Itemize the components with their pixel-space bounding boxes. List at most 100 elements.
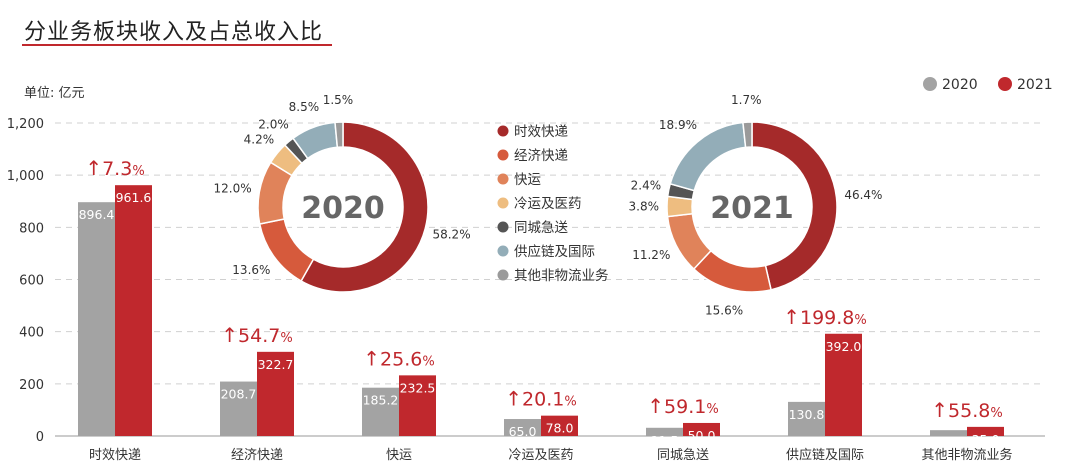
growth-value: 20.1 — [522, 389, 564, 411]
growth-label: ↑59.1% — [647, 394, 718, 418]
bar-2021 — [399, 375, 436, 436]
growth-label: ↑55.8% — [931, 398, 1002, 422]
growth-value: 25.6 — [380, 348, 422, 370]
donut-slice — [751, 121, 838, 291]
bar-value-label: 31.5 — [651, 433, 679, 448]
bar-2021 — [967, 426, 1004, 436]
percent-sign: % — [990, 406, 1002, 421]
percent-sign: % — [564, 395, 576, 410]
legend-marker-2020 — [923, 77, 937, 91]
x-tick-label: 同城急送 — [657, 448, 709, 463]
donut-slice-label: 4.2% — [244, 132, 275, 146]
up-arrow-icon: ↑ — [85, 156, 102, 180]
donut-slice-label: 15.6% — [705, 303, 743, 317]
donut-legend-marker — [497, 221, 509, 233]
donut-slice-label: 58.2% — [432, 227, 470, 241]
donut-slice-label: 13.6% — [232, 263, 270, 277]
donut-slice-label: 8.5% — [289, 100, 320, 114]
up-arrow-icon: ↑ — [363, 346, 380, 370]
donut-legend-marker — [497, 125, 509, 137]
donut-slice-label: 2.4% — [631, 179, 662, 193]
y-tick-label: 800 — [19, 221, 44, 236]
donut-slice — [334, 121, 344, 149]
bar-value-label: 232.5 — [400, 380, 436, 395]
growth-label: ↑199.8% — [783, 305, 867, 329]
growth-value: 59.1 — [664, 396, 706, 418]
donut-slice — [300, 121, 429, 293]
donut-slice — [669, 121, 747, 192]
bar-2021 — [115, 185, 152, 436]
x-tick-label: 其他非物流业务 — [921, 447, 1012, 463]
y-tick-label: 1,000 — [7, 169, 44, 184]
bar-2021 — [257, 351, 294, 436]
donut-slice-label: 18.9% — [659, 118, 697, 132]
donut-center-label: 2021 — [710, 191, 794, 226]
bar-value-label: 208.7 — [221, 387, 257, 402]
up-arrow-icon: ↑ — [931, 398, 948, 422]
donut-slice — [742, 121, 753, 149]
x-tick-label: 供应链及国际 — [786, 447, 864, 463]
growth-value: 55.8 — [948, 400, 990, 422]
bar-2020 — [930, 430, 967, 436]
donut-legend-label: 其他非物流业务 — [514, 268, 609, 284]
page-title: 分业务板块收入及占总收入比 — [24, 20, 324, 45]
up-arrow-icon: ↑ — [647, 394, 664, 418]
bar-value-label: 78.0 — [546, 421, 574, 436]
donut-legend-label: 同城急送 — [514, 220, 568, 236]
percent-sign: % — [132, 164, 144, 179]
up-arrow-icon: ↑ — [221, 323, 238, 347]
donut-legend-marker — [497, 173, 509, 185]
percent-sign: % — [854, 313, 866, 328]
x-tick-label: 快运 — [386, 448, 412, 463]
donut-legend-label: 经济快递 — [514, 148, 568, 164]
legend-label: 2020 — [942, 77, 978, 93]
donut-legend-marker — [497, 197, 509, 209]
bar-2021 — [683, 422, 720, 436]
y-tick-label: 400 — [19, 326, 44, 341]
donut-legend-label: 冷运及医药 — [514, 196, 582, 212]
bar-2020 — [220, 381, 257, 436]
bar-value-label: 50.0 — [688, 428, 716, 443]
donut-slice-label: 3.8% — [629, 199, 660, 213]
bar-2020 — [78, 202, 115, 436]
bar-2021 — [541, 415, 578, 436]
donut-slice-label: 11.2% — [632, 248, 670, 262]
y-tick-label: 0 — [36, 430, 44, 445]
growth-value: 54.7 — [238, 325, 280, 347]
donut-slice-label: 1.7% — [731, 93, 762, 107]
growth-label: ↑25.6% — [363, 346, 434, 370]
bar-2020 — [646, 427, 683, 436]
donut-legend-label: 供应链及国际 — [514, 243, 595, 260]
donut-center-label: 2020 — [301, 191, 385, 226]
up-arrow-icon: ↑ — [505, 387, 522, 411]
donut-slice-label: 1.5% — [323, 93, 354, 107]
x-tick-label: 冷运及医药 — [508, 448, 573, 463]
donut-slice-label: 12.0% — [214, 181, 252, 195]
percent-sign: % — [280, 331, 292, 346]
bar-value-label: 22.4 — [935, 435, 963, 450]
legend-marker-2021 — [998, 77, 1012, 91]
bar-value-label: 961.6 — [116, 190, 152, 205]
donut-legend-marker — [497, 245, 509, 257]
donut-legend-marker — [497, 149, 509, 161]
bar-value-label: 65.0 — [509, 424, 537, 439]
growth-label: ↑54.7% — [221, 323, 292, 347]
bar-value-label: 185.2 — [363, 393, 399, 408]
y-tick-label: 600 — [19, 274, 44, 289]
donut-slice-label: 46.4% — [844, 188, 882, 202]
y-tick-label: 200 — [19, 378, 44, 393]
donut-legend-label: 时效快递 — [514, 124, 568, 140]
bar-2020 — [788, 401, 825, 436]
x-tick-label: 时效快递 — [89, 448, 141, 463]
growth-value: 199.8 — [800, 307, 854, 329]
bar-2021 — [825, 333, 862, 436]
bar-value-label: 392.0 — [826, 339, 862, 354]
y-tick-label: 1,200 — [7, 117, 44, 132]
growth-label: ↑7.3% — [85, 156, 144, 180]
up-arrow-icon: ↑ — [783, 305, 800, 329]
bar-2020 — [504, 419, 541, 436]
donut-legend-marker — [497, 269, 509, 281]
bar-value-label: 896.4 — [79, 207, 115, 222]
percent-sign: % — [422, 354, 434, 369]
